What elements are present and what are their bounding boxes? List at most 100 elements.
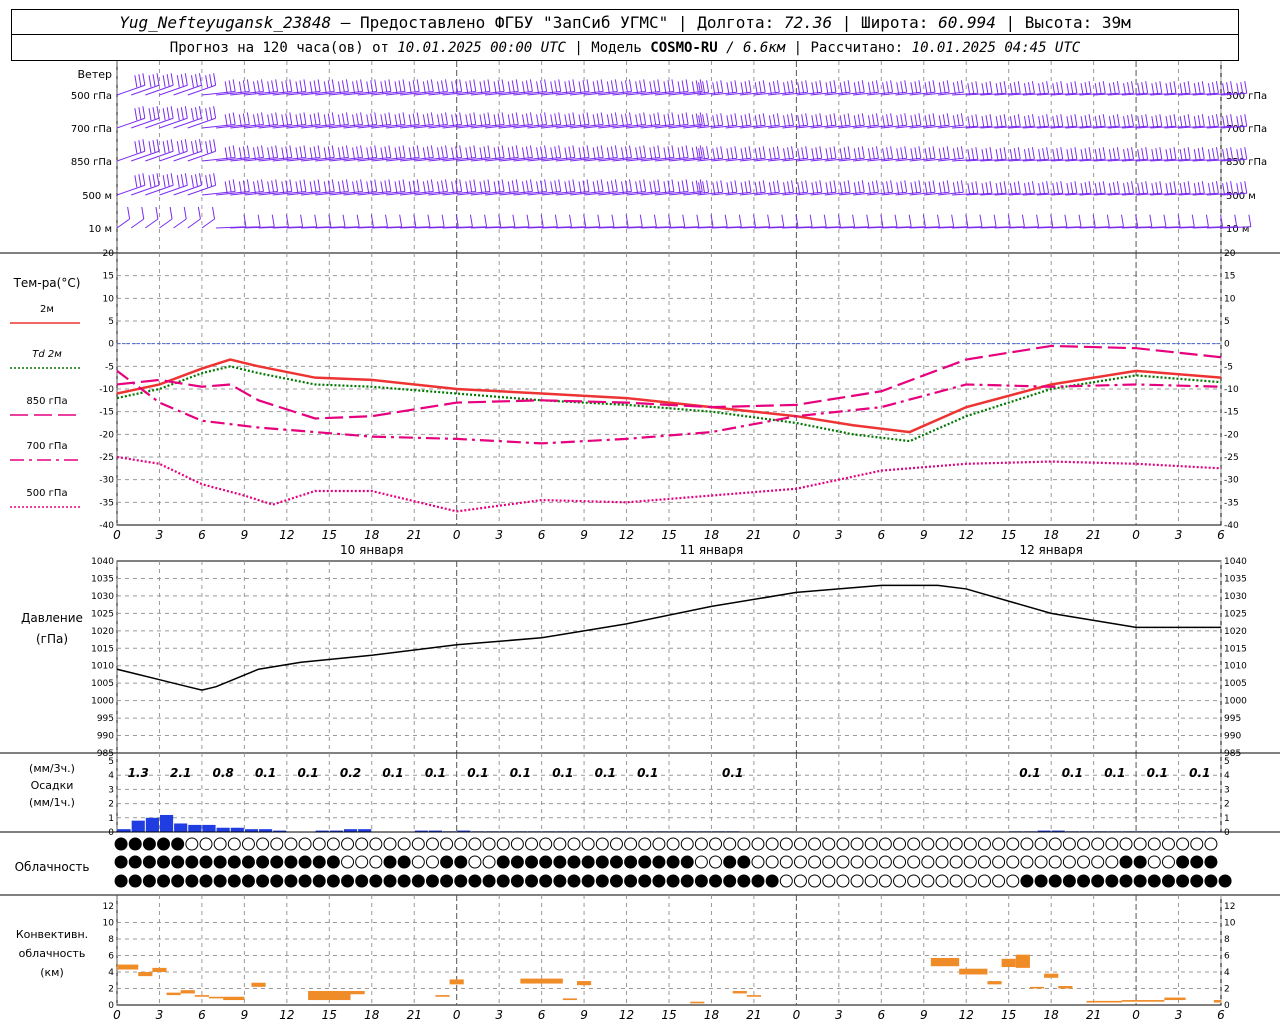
wind-barb: [329, 190, 363, 196]
wind-barb-flag: [170, 173, 174, 186]
wind-barb-flag: [762, 180, 766, 193]
wind-barb-flag: [356, 180, 360, 193]
wind-barb-flag: [430, 112, 434, 125]
wind-barb-flag: [1088, 114, 1092, 127]
wind-barb-flag: [829, 181, 833, 194]
cloud-cover-icon: [709, 855, 723, 869]
wind-barb: [385, 90, 420, 96]
precip-bar: [273, 830, 287, 832]
wind-barb-flag: [295, 181, 299, 194]
wind-barb-flag: [402, 145, 406, 158]
wind-barb-flag: [1244, 147, 1248, 160]
wind-barb-flag: [190, 108, 194, 121]
wind-barb-flag: [440, 180, 444, 193]
cloud-cover-icon: [270, 874, 284, 888]
wind-barb-flag: [416, 145, 420, 158]
conv-title-3: (км): [40, 966, 64, 979]
wind-barb: [400, 90, 434, 96]
wind-barb-flag: [762, 146, 766, 159]
wind-barb-flag: [1193, 149, 1197, 162]
wind-barb-flag: [384, 180, 388, 193]
wind-barb-flag: [716, 181, 720, 194]
wind-barb-flag: [843, 181, 847, 194]
wind-barb-flag: [148, 141, 152, 154]
wind-barb-flag: [839, 182, 843, 195]
x-tick-label: 12: [619, 528, 634, 542]
wind-barb-flag: [360, 79, 364, 92]
wind-barb-flag: [540, 146, 544, 159]
wind-barb-flag: [529, 145, 533, 158]
conv-title-1: Конвективн.: [16, 928, 88, 941]
wind-barb: [414, 123, 448, 129]
cloud-cover-icon: [808, 837, 822, 851]
wind-level-label: 10 м: [89, 224, 112, 235]
cloud-cover-icon: [1034, 837, 1048, 851]
wind-barb-flag: [586, 79, 590, 92]
wind-barb-flag: [180, 74, 184, 87]
wind-barb-flag: [213, 173, 217, 186]
cloud-cover-icon: [369, 837, 383, 851]
wind-barb: [272, 190, 307, 196]
wind-barb: [668, 190, 703, 196]
cloud-cover-icon: [638, 837, 652, 851]
wind-barb-flag: [829, 81, 833, 94]
wind-barb-flag: [1009, 116, 1013, 129]
wind-barb: [456, 226, 487, 229]
wind-barb-flag: [176, 75, 180, 88]
temp-legend-label: 2м: [40, 304, 54, 315]
wind-barb-flag: [1230, 114, 1234, 127]
wind-barb-flag: [426, 180, 430, 193]
wind-barb-flag: [1031, 181, 1035, 194]
wind-barb-flag: [861, 113, 865, 126]
wind-barb-flag: [385, 214, 388, 227]
wind-barb-flag: [928, 81, 932, 94]
wind-barb-flag: [459, 145, 463, 158]
wind-barb-flag: [1027, 82, 1031, 95]
wind-barb: [300, 123, 335, 129]
wind-barb-flag: [260, 145, 264, 158]
x-tick-label: 12: [279, 528, 294, 542]
cloud-cover-icon: [737, 855, 751, 869]
wind-barb-flag: [1197, 82, 1201, 95]
wind-barb-flag: [1230, 181, 1234, 194]
wind-barb-flag: [1207, 149, 1211, 162]
wind-barb-flag: [772, 114, 776, 127]
wind-barb-flag: [772, 147, 776, 160]
wind-barb-flag: [908, 214, 912, 227]
wind-barb-flag: [1027, 182, 1031, 195]
cloud-cover-icon: [751, 874, 765, 888]
cloud-cover-icon: [312, 874, 326, 888]
wind-barb-flag: [819, 113, 823, 126]
wind-barb-flag: [1137, 116, 1141, 129]
wind-barb-flag: [242, 113, 246, 126]
conv-tick-left: 6: [108, 952, 114, 962]
wind-barb-flag: [205, 175, 209, 188]
wind-barb-flag: [1169, 82, 1173, 95]
wind-barb: [980, 226, 1011, 229]
wind-barb-flag: [352, 114, 356, 127]
wind-barb-flag: [337, 114, 341, 127]
cloud-cover-icon: [751, 837, 765, 851]
wind-barb-flag: [924, 115, 928, 128]
wind-barb-flag: [1193, 83, 1197, 96]
cloud-cover-icon: [609, 837, 623, 851]
wind-barb-flag: [861, 180, 865, 193]
wind-barb-flag: [754, 115, 758, 128]
wind-barb-flag: [712, 82, 716, 95]
precip-tick-right: 5: [1224, 757, 1230, 767]
wind-level-label: 850 гПа: [71, 157, 112, 168]
wind-barb: [442, 156, 476, 162]
wind-barb-flag: [469, 180, 473, 193]
wind-barb-flag: [702, 147, 706, 160]
wind-barb-flag: [671, 79, 675, 92]
wind-barb-flag: [341, 180, 345, 193]
wind-barb-flag: [882, 148, 886, 161]
wind-barb-flag: [635, 181, 639, 194]
wind-barb-flag: [451, 181, 455, 194]
wind-barb-flag: [871, 114, 875, 127]
x-tick-label-bottom: 15: [1001, 1008, 1016, 1022]
wind-barb-flag: [299, 180, 303, 193]
x-tick-label-bottom: 21: [407, 1008, 422, 1022]
wind-barb-flag: [663, 147, 667, 160]
wind-barb-flag: [628, 112, 632, 125]
